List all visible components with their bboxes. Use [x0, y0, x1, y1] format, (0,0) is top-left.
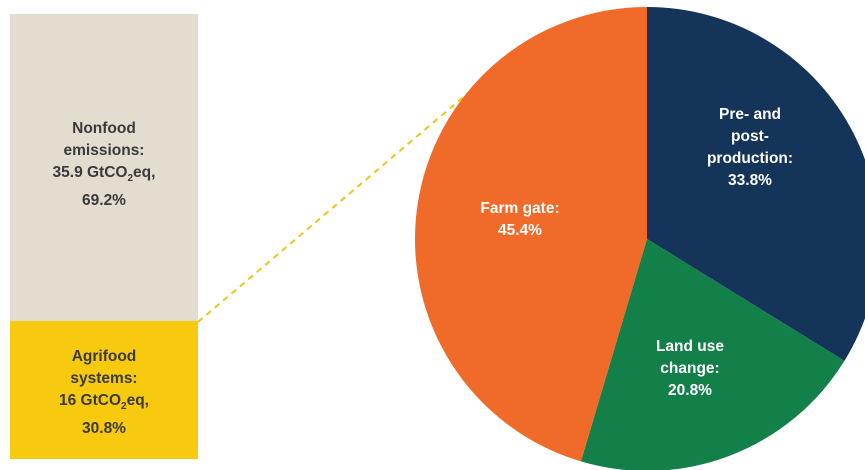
- bar-label-nonfood-line2: emissions:: [63, 142, 145, 159]
- bar-label-nonfood-percent: 69.2%: [82, 192, 126, 210]
- pie-label-farm-gate-line1: Farm gate:: [480, 200, 560, 217]
- bar-segment-agrifood: [10, 321, 198, 459]
- bar-label-nonfood: Nonfood emissions: 35.9 GtCO2eq, 69.2%: [10, 118, 198, 212]
- bar-label-agrifood-line1: Agrifood: [71, 348, 137, 365]
- bar-label-nonfood-line3: 35.9 GtCO2eq,: [10, 162, 198, 190]
- bar-label-agrifood-percent: 30.8%: [82, 420, 126, 438]
- pie-label-land-use-line2: change:: [660, 360, 720, 377]
- bar-label-agrifood-unit: eq,: [126, 392, 149, 409]
- pie-slice-farm-gate: [414, 7, 647, 462]
- bar-label-agrifood-subscript: 2: [121, 401, 127, 413]
- pie-label-farm-gate: Farm gate: 45.4%: [450, 198, 590, 242]
- connector-line: [197, 87, 475, 323]
- bar-label-nonfood-unit: eq,: [133, 164, 156, 181]
- pie-label-pre-post-production: Pre- and post- production: 33.8%: [680, 104, 820, 192]
- bar-label-agrifood-line3: 16 GtCO2eq,: [10, 390, 198, 418]
- pie-label-land-use-change: Land use change: 20.8%: [620, 336, 760, 402]
- pie-label-land-use-line1: Land use: [655, 338, 725, 355]
- bar-label-nonfood-line1: Nonfood: [72, 120, 136, 137]
- bar-label-agrifood-value: 16 GtCO: [59, 392, 122, 409]
- pie-chart: [414, 7, 865, 470]
- bar-label-nonfood-value: 35.9 GtCO: [52, 164, 128, 181]
- pie-slice-pre-post-production: [647, 7, 865, 361]
- pie-label-pre-post-percent: 33.8%: [728, 172, 772, 189]
- bar-label-agrifood: Agrifood systems: 16 GtCO2eq, 30.8%: [10, 346, 198, 440]
- pie-label-farm-gate-percent: 45.4%: [498, 222, 542, 239]
- pie-label-pre-post-line2: post-: [731, 128, 769, 145]
- bar-segment-nonfood: [10, 14, 198, 321]
- pie-label-pre-post-line1: Pre- and: [718, 106, 781, 123]
- pie-slice-land-use-change: [580, 239, 845, 470]
- pie-label-pre-post-line3: production:: [706, 150, 794, 167]
- pie-label-land-use-percent: 20.8%: [668, 382, 712, 399]
- bar-label-agrifood-line2: systems:: [70, 370, 138, 387]
- bar-label-nonfood-subscript: 2: [127, 173, 134, 185]
